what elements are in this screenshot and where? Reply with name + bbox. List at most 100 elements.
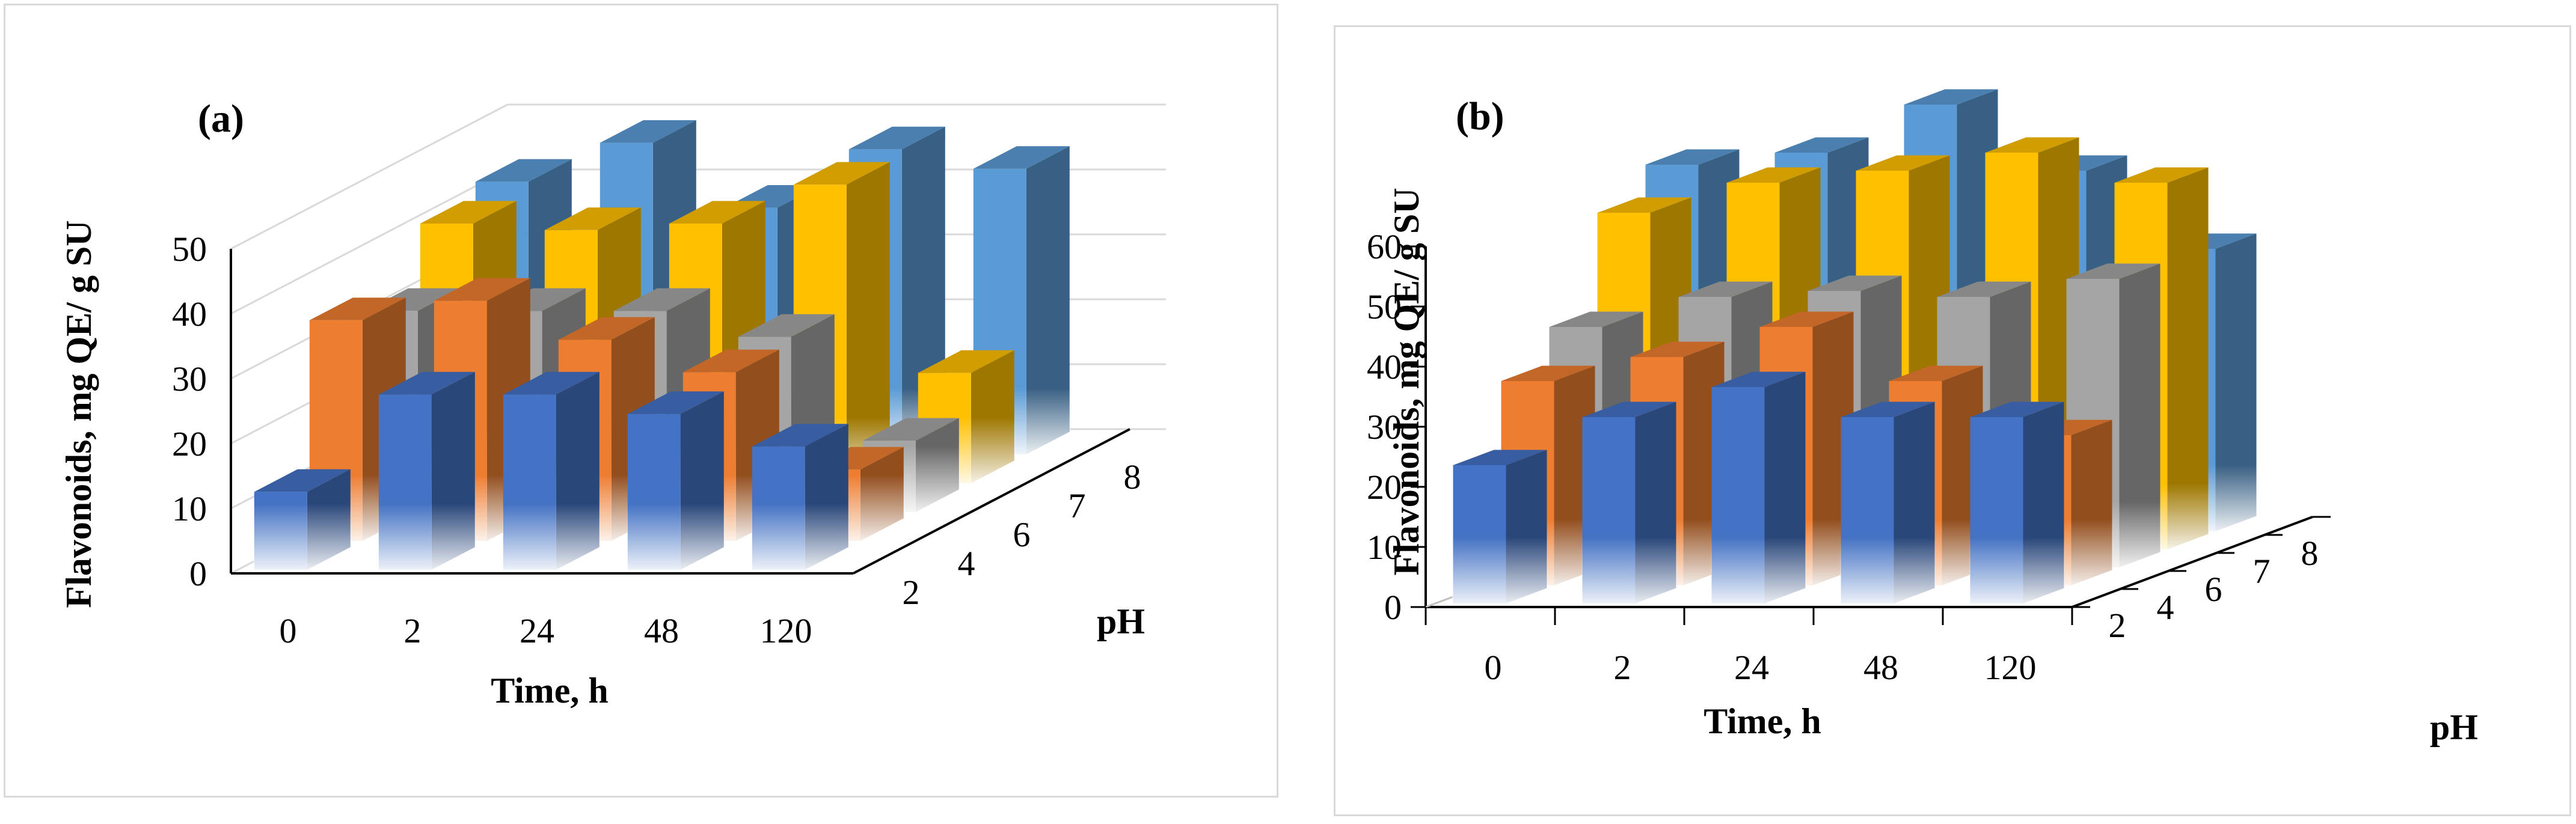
x-axis-title-a: Time, h [491, 671, 609, 710]
bar-top [738, 314, 835, 337]
bar-top [973, 146, 1070, 169]
x-tick-label: 120 [1984, 648, 2037, 687]
bar-top [600, 120, 696, 143]
bar-top [434, 278, 530, 301]
bar-top [1453, 450, 1547, 465]
bar-ph2-t24 [1711, 371, 1806, 605]
bar-ph2-t2 [378, 371, 476, 571]
depth-axis-title-a: pH [1097, 602, 1145, 641]
y-tick-label: 20 [172, 424, 207, 463]
bar-fade [751, 504, 849, 571]
bar-top [1937, 281, 2031, 297]
bar-fade [378, 504, 476, 571]
y-tick-label: 10 [172, 489, 207, 528]
bar-ph2-t24 [502, 371, 600, 571]
bar-fade [1581, 537, 1677, 605]
x-tick-label: 48 [1863, 648, 1898, 687]
depth-tick-label: 7 [1069, 486, 1086, 525]
bar-fade [627, 504, 725, 571]
bar-top [2114, 167, 2209, 183]
bar-top [2066, 263, 2160, 279]
y-tick-label: 30 [172, 359, 207, 398]
bar-top [503, 371, 600, 395]
bar-top [1856, 155, 1950, 171]
bar-top [1904, 89, 1998, 105]
x-tick-label: 2 [1614, 648, 1631, 687]
bar-ph2-t120 [1969, 401, 2065, 605]
y-tick-label: 50 [1367, 287, 1402, 326]
bar-top [752, 424, 848, 447]
bar-top [1582, 401, 1676, 417]
bar-fade [253, 504, 351, 571]
depth-axis-line [853, 428, 1130, 575]
bar-side [846, 162, 890, 484]
x-tick-label: 120 [760, 611, 812, 650]
bar-ph2-t48 [627, 391, 725, 571]
x-tick-label: 24 [1734, 648, 1769, 687]
depth-tick-label: 6 [1013, 515, 1031, 554]
bar-ph2-t48 [1840, 401, 1936, 605]
bar-top [1808, 275, 1902, 291]
bar-side [1026, 146, 1070, 454]
bar-top [1841, 401, 1935, 417]
bar-top [1726, 167, 1821, 183]
x-tick-label: 48 [644, 611, 679, 650]
y-tick-label: 40 [172, 295, 207, 334]
bar-fade [1452, 537, 1548, 605]
y-tick-label: 30 [1367, 407, 1402, 447]
depth-axis-title-b: pH [2430, 707, 2478, 747]
bar-top [918, 350, 1014, 373]
bar-top [793, 162, 890, 185]
bar-fade [1840, 537, 1936, 605]
y-tick-label: 40 [1367, 347, 1402, 386]
bar-top [558, 317, 655, 340]
bar-top [1970, 401, 2064, 417]
panel-label-b: (b) [1456, 94, 1504, 138]
bar-side [2215, 233, 2257, 531]
bar-top [682, 349, 779, 373]
bar-top [1774, 137, 1869, 153]
y-tick-label: 0 [1384, 588, 1402, 627]
bar-top [1645, 149, 1740, 165]
bar-fade [1969, 537, 2065, 605]
x-tick-label: 2 [404, 611, 422, 650]
bar-ph2-t0 [253, 469, 351, 571]
bar-top [1549, 311, 1643, 327]
bar-top [627, 391, 724, 414]
bar-top [848, 126, 945, 150]
bar-top [1630, 341, 1725, 357]
y-tick-label: 10 [1367, 528, 1402, 567]
bar-top [1501, 365, 1595, 381]
bar-top [1889, 365, 1983, 381]
chart-b-canvas: (b) Flavonoids, mg QE/ g SU Time, h pH 0… [1367, 89, 2478, 747]
y-tick-label: 60 [1367, 227, 1402, 266]
depth-tick-label: 8 [2301, 534, 2319, 573]
x-tick-label: 0 [1485, 648, 1502, 687]
bar-top [475, 159, 572, 182]
depth-tick-label: 2 [903, 573, 920, 612]
chart-a-canvas: (a) Flavonoids, mg QE/ g SU Time, h pH 0… [59, 97, 1166, 710]
bar-top [669, 201, 765, 224]
depth-tick-label: 2 [2109, 606, 2126, 645]
bar-top [254, 469, 351, 492]
depth-tick-label: 8 [1124, 457, 1141, 496]
x-tick-label: 24 [520, 611, 554, 650]
bar-top [309, 298, 406, 320]
panel-label-a: (a) [198, 97, 244, 141]
bar-top [613, 288, 710, 311]
chart-panel-a: (a) Flavonoids, mg QE/ g SU Time, h pH 0… [4, 4, 1278, 798]
bar-side [2167, 167, 2209, 549]
bar-top [1985, 137, 2079, 153]
bar-top [1711, 371, 1806, 387]
bar-ph2-t120 [751, 424, 849, 571]
y-tick-label: 50 [172, 230, 207, 269]
bar-top [862, 418, 959, 441]
depth-tick-label: 7 [2253, 552, 2271, 591]
bar-top [544, 207, 641, 230]
bar-top [1759, 311, 1854, 327]
x-axis-title-b: Time, h [1704, 701, 1821, 741]
bar-top [420, 201, 517, 224]
bar-fade [1711, 537, 1806, 605]
